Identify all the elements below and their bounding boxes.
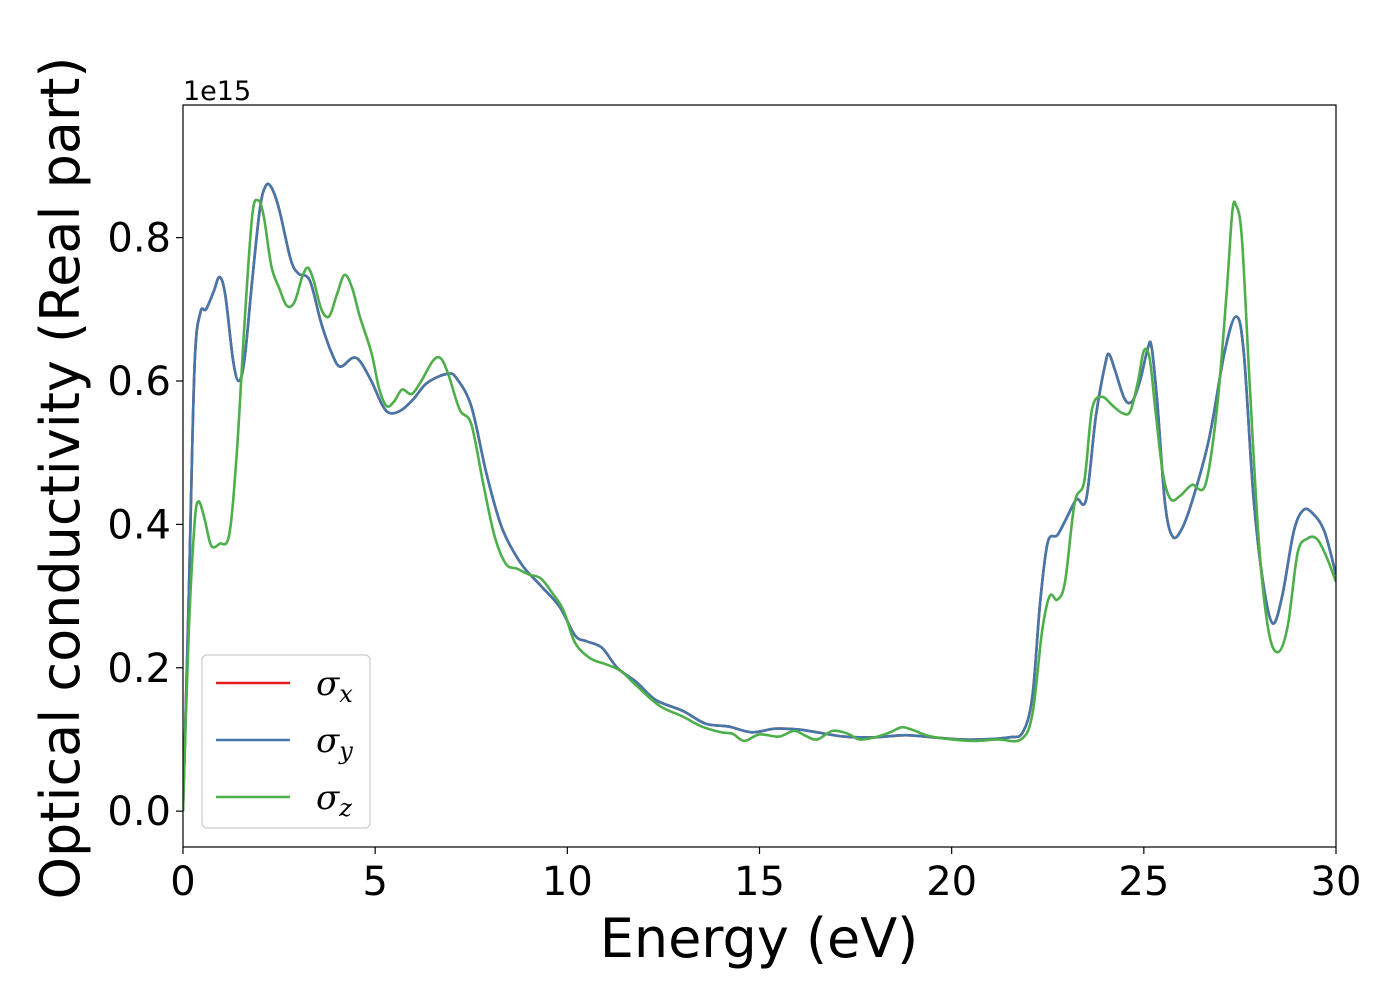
x-tick-label: 25 (1118, 859, 1169, 905)
x-tick-label: 20 (926, 859, 977, 905)
legend-label-y: σy (316, 721, 353, 765)
y-tick-label: 0.6 (107, 359, 171, 405)
x-tick-label: 10 (542, 859, 593, 905)
plot-lines (183, 182, 1336, 812)
y-axis-ticks: 0.0 0.2 0.4 0.6 0.8 (107, 216, 183, 835)
series-line-y (183, 182, 1336, 812)
x-axis-ticks: 0 5 10 15 20 25 30 (170, 847, 1361, 905)
y-tick-label: 0.8 (107, 216, 171, 262)
x-tick-label: 5 (362, 859, 387, 905)
series-line-z (183, 198, 1336, 812)
y-axis-label: Optical conductivity (Real part) (29, 57, 92, 900)
x-axis-label: Energy (eV) (600, 907, 919, 970)
y-tick-label: 0.2 (107, 646, 171, 692)
legend: σx σy σz (201, 654, 371, 829)
x-tick-label: 30 (1311, 859, 1362, 905)
y-offset-text: 1e15 (183, 76, 251, 107)
x-tick-label: 15 (734, 859, 785, 905)
legend-label-x: σx (316, 664, 353, 708)
x-tick-label: 0 (170, 859, 195, 905)
legend-label-z: σz (316, 778, 352, 822)
y-tick-label: 0.4 (107, 502, 171, 548)
legend-box (201, 654, 371, 829)
y-tick-label: 0.0 (107, 789, 171, 835)
